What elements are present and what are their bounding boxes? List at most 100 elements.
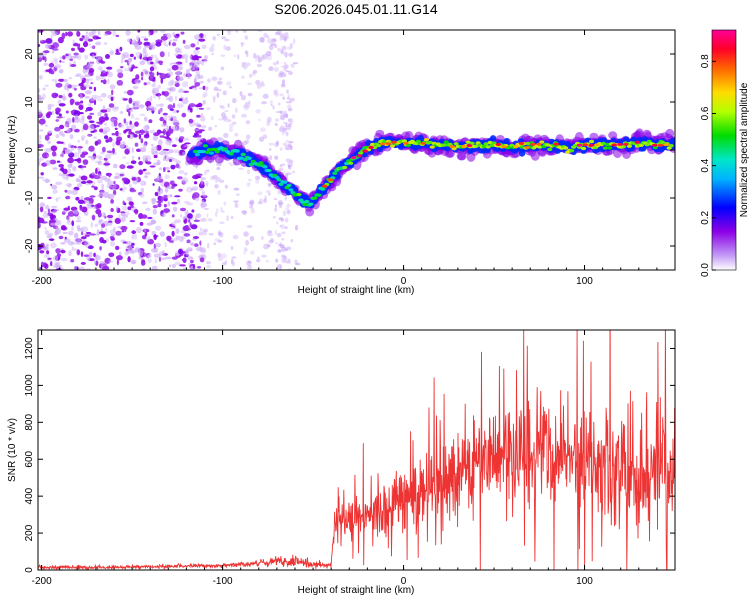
y-tick-label: 200 xyxy=(24,524,35,541)
noise-blob xyxy=(148,44,154,49)
noise-blob xyxy=(185,250,189,257)
noise-blob xyxy=(276,30,282,35)
noise-blob xyxy=(167,104,174,110)
noise-blob xyxy=(52,189,58,194)
noise-blob xyxy=(189,259,194,264)
noise-blob xyxy=(46,154,50,158)
noise-blob xyxy=(255,58,258,62)
noise-blob xyxy=(216,33,220,37)
noise-blob xyxy=(167,68,172,72)
noise-blob xyxy=(183,44,191,50)
noise-blob xyxy=(102,265,110,270)
noise-blob xyxy=(81,231,84,236)
noise-blob xyxy=(44,56,47,63)
noise-blob xyxy=(159,51,165,58)
noise-blob xyxy=(270,43,276,46)
noise-blob xyxy=(281,238,285,241)
noise-blob xyxy=(191,209,195,213)
noise-blob xyxy=(198,75,204,79)
noise-blob xyxy=(90,130,95,133)
noise-blob xyxy=(178,170,185,174)
noise-blob xyxy=(142,159,146,162)
noise-blob xyxy=(195,47,201,50)
noise-blob xyxy=(118,143,124,148)
noise-blob xyxy=(64,189,68,193)
noise-blob xyxy=(53,255,59,262)
noise-blob xyxy=(194,104,200,108)
noise-blob xyxy=(176,198,181,204)
noise-blob xyxy=(172,225,176,228)
noise-blob xyxy=(265,189,272,194)
noise-blob xyxy=(292,62,298,65)
noise-blob xyxy=(153,94,157,99)
noise-blob xyxy=(99,191,107,195)
noise-blob xyxy=(286,125,292,131)
noise-blob xyxy=(227,103,230,108)
noise-blob xyxy=(182,90,190,94)
noise-blob xyxy=(175,163,180,169)
noise-blob xyxy=(223,201,227,206)
noise-blob xyxy=(220,66,225,71)
noise-blob xyxy=(255,179,260,184)
noise-blob xyxy=(280,163,286,166)
noise-blob xyxy=(50,34,53,40)
noise-blob xyxy=(278,110,282,114)
noise-blob xyxy=(171,214,175,218)
noise-blob xyxy=(272,62,278,66)
noise-blob xyxy=(281,79,286,85)
noise-blob xyxy=(100,193,104,196)
noise-blob xyxy=(89,112,95,115)
noise-blob xyxy=(38,144,44,148)
noise-blob xyxy=(84,96,90,99)
noise-blob xyxy=(152,90,156,95)
x-tick-label: 0 xyxy=(401,576,407,587)
noise-blob xyxy=(70,147,75,151)
noise-blob xyxy=(197,129,205,132)
noise-blob xyxy=(198,231,203,236)
noise-blob xyxy=(153,234,157,241)
noise-blob xyxy=(111,133,116,136)
noise-blob xyxy=(178,188,183,192)
noise-blob xyxy=(265,50,272,57)
noise-blob xyxy=(61,60,65,64)
noise-blob xyxy=(108,220,113,223)
noise-blob xyxy=(195,213,202,218)
noise-blob xyxy=(167,185,171,188)
noise-blob xyxy=(220,54,226,57)
noise-blob xyxy=(71,220,74,227)
noise-blob xyxy=(179,264,186,267)
noise-blob xyxy=(108,173,111,178)
noise-blob xyxy=(88,68,95,73)
noise-blob xyxy=(51,50,55,54)
noise-blob xyxy=(90,45,95,49)
noise-blob xyxy=(165,256,172,260)
ridge-bright xyxy=(234,149,240,153)
noise-blob xyxy=(169,149,174,154)
noise-blob xyxy=(250,250,255,255)
noise-blob xyxy=(85,106,93,112)
noise-blob xyxy=(278,168,284,172)
ridge-peak xyxy=(518,142,525,145)
noise-blob xyxy=(240,94,247,101)
noise-blob xyxy=(250,207,255,214)
noise-blob xyxy=(144,171,151,175)
noise-blob xyxy=(217,118,224,121)
noise-blob xyxy=(138,169,144,175)
noise-blob xyxy=(142,47,147,54)
noise-blob xyxy=(115,172,120,176)
noise-blob xyxy=(279,244,285,249)
noise-blob xyxy=(110,96,114,102)
ridge-bright xyxy=(487,140,493,145)
noise-blob xyxy=(54,78,57,85)
noise-blob xyxy=(115,175,122,179)
noise-blob xyxy=(116,259,119,266)
noise-blob xyxy=(66,117,72,125)
noise-blob xyxy=(129,187,135,192)
noise-blob xyxy=(284,256,287,259)
noise-blob xyxy=(70,259,75,263)
noise-blob xyxy=(255,175,258,181)
noise-blob xyxy=(272,105,275,110)
noise-blob xyxy=(119,188,123,191)
noise-blob xyxy=(156,57,159,63)
noise-blob xyxy=(134,117,140,121)
